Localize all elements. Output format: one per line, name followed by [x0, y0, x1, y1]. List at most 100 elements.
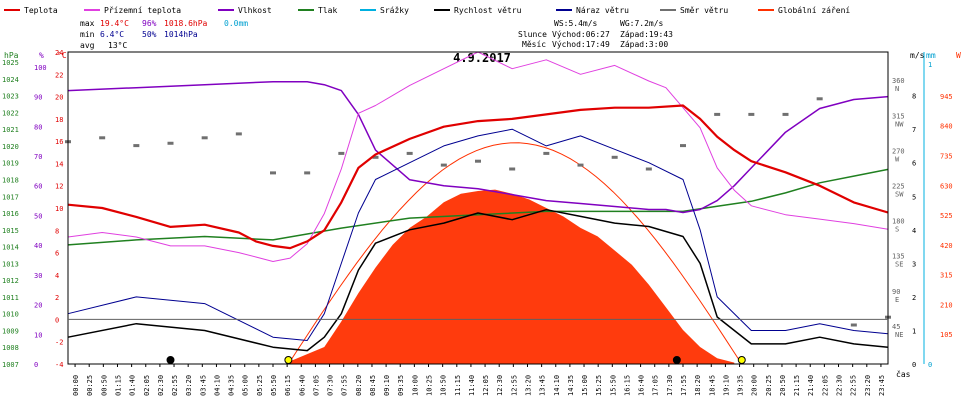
temperature-tick-label: 18	[55, 116, 63, 124]
x-tick-label: 21:15	[793, 375, 801, 396]
direction-point	[714, 112, 721, 116]
direction-tick-label: 180	[892, 218, 905, 226]
pressure-tick-label: 1019	[2, 160, 19, 168]
direction-tick-name: N	[895, 85, 899, 93]
direction-point	[372, 155, 379, 159]
direction-point	[611, 155, 618, 159]
pressure-tick-label: 1017	[2, 193, 19, 201]
temperature-tick-label: -2	[55, 339, 63, 347]
plot-frame	[67, 51, 889, 365]
temperature-tick-label: 0	[55, 316, 59, 324]
legend-label: Náraz větru	[576, 6, 629, 15]
temperature-tick-label: 22	[55, 71, 63, 79]
direction-tick-label: 315	[892, 112, 905, 120]
unit-degc: °C	[57, 51, 67, 60]
pressure-tick-label: 1010	[2, 311, 19, 319]
pressure-tick-label: 1020	[2, 143, 19, 151]
x-tick-label: 05:25	[256, 375, 264, 396]
wind-tick-label: 7	[912, 126, 916, 134]
radiation-tick-label: 840	[940, 123, 953, 131]
temperature-tick-label: 24	[55, 49, 63, 57]
wind-tick-label: 5	[912, 193, 916, 201]
humidity-tick-label: 100	[34, 64, 47, 72]
wind-tick-label: 1	[912, 327, 916, 335]
x-tick-label: 07:55	[341, 375, 349, 396]
direction-tick-name: E	[895, 296, 899, 304]
x-tick-label: 13:20	[524, 375, 532, 396]
wind-speed-line	[67, 208, 889, 352]
x-tick-label: 19:35	[737, 375, 745, 396]
pressure-tick-label: 1018	[2, 176, 19, 184]
x-axis-label: čas	[896, 369, 911, 379]
x-tick-label: 03:45	[199, 375, 207, 396]
x-tick-label: 14:10	[553, 375, 561, 396]
radiation-tick-label: 630	[940, 182, 953, 190]
direction-point	[338, 151, 345, 155]
radiation-area	[290, 189, 735, 364]
wg-text: WG:7.2m/s	[620, 19, 664, 28]
x-tick-label: 10:50	[440, 375, 448, 396]
x-tick-label: 09:35	[397, 375, 405, 396]
direction-point	[816, 97, 823, 101]
pressure-tick-label: 1007	[2, 361, 19, 369]
wind-tick-label: 4	[912, 227, 916, 235]
direction-point	[850, 323, 857, 327]
moon-set: Západ:3:00	[620, 40, 668, 49]
direction-point	[645, 167, 652, 171]
radiation-tick-label: 210	[940, 301, 953, 309]
pressure-tick-label: 1009	[2, 327, 19, 335]
sun-set: Západ:19:43	[620, 30, 673, 39]
x-tick-label: 15:25	[595, 375, 603, 396]
stats-min-temp: 6.4°C	[100, 30, 124, 39]
axes: 00:00 00:25 00:50 01:15 01:40 02:05 02:30 02:55…	[2, 49, 953, 396]
x-tick-label: 04:10	[213, 375, 221, 396]
direction-tick-name: W	[895, 155, 900, 163]
moon-label: Měsíc	[522, 40, 546, 49]
temperature-tick-label: 8	[55, 227, 59, 235]
stats-min-hum: 50%	[142, 30, 157, 39]
radiation-tick-label: 105	[940, 331, 953, 339]
pressure-tick-label: 1024	[2, 76, 19, 84]
direction-point	[509, 167, 516, 171]
sun-rise: Východ:06:27	[552, 30, 610, 39]
x-tick-label: 04:35	[228, 375, 236, 396]
stats-avg-label: avg	[80, 41, 95, 50]
direction-point	[167, 141, 174, 145]
x-tick-label: 06:15	[284, 375, 292, 396]
x-tick-label: 01:40	[129, 375, 137, 396]
pressure-tick-label: 1012	[2, 277, 19, 285]
direction-point	[680, 144, 686, 148]
pressure-tick-label: 1016	[2, 210, 19, 218]
x-tick-label: 20:25	[765, 375, 773, 396]
x-tick-label: 13:45	[539, 375, 547, 396]
wind-tick-label: 3	[912, 260, 916, 268]
stats-avg-temp: 13°C	[108, 41, 127, 50]
radiation-tick-label: 420	[940, 242, 953, 250]
legend-label: Tlak	[318, 6, 337, 15]
pressure-tick-label: 1013	[2, 260, 19, 268]
legend-label: Globální záření	[778, 6, 850, 15]
x-tick-label: 00:50	[100, 375, 108, 396]
unit-hpa: hPa	[4, 51, 19, 60]
humidity-tick-label: 40	[34, 242, 42, 250]
x-tick-label: 12:05	[482, 375, 490, 396]
x-tick-label: 20:50	[779, 375, 787, 396]
x-tick-label: 10:25	[426, 375, 434, 396]
x-tick-label: 17:55	[680, 375, 688, 396]
direction-point	[133, 144, 140, 148]
x-tick-label: 17:05	[652, 375, 660, 396]
wind-tick-label: 0	[912, 361, 916, 369]
direction-tick-name: NW	[895, 120, 904, 128]
x-tick-label: 06:40	[298, 375, 306, 396]
wind-tick-label: 8	[912, 93, 916, 101]
moon-rise-marker	[672, 356, 681, 364]
x-tick-label: 18:20	[694, 375, 702, 396]
x-tick-label: 02:05	[143, 375, 151, 396]
chart-title: 4.9.2017	[453, 51, 511, 65]
direction-point	[577, 163, 584, 167]
stats-max-label: max	[80, 19, 95, 28]
legend-label: Teplota	[24, 6, 58, 15]
x-tick-label: 22:30	[836, 375, 844, 396]
sun-moon-block: WS:5.4m/s WG:7.2m/s Slunce Východ:06:27 …	[518, 19, 673, 49]
